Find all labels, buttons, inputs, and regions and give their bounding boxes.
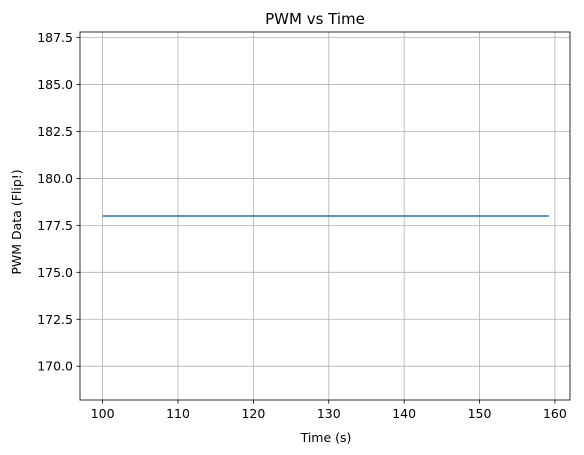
x-tick-label: 130 — [317, 406, 341, 421]
x-tick-label: 160 — [543, 406, 567, 421]
y-tick-label: 170.0 — [37, 359, 73, 374]
y-tick-label: 177.5 — [37, 218, 73, 233]
y-tick-label: 175.0 — [37, 265, 73, 280]
plot-area-frame — [79, 31, 571, 401]
y-tick-label: 185.0 — [37, 77, 73, 92]
x-tick-label: 140 — [392, 406, 416, 421]
y-tick-label: 172.5 — [37, 312, 73, 327]
y-axis-label: PWM Data (Flip!) — [9, 169, 24, 274]
chart-title: PWM vs Time — [265, 10, 365, 28]
x-tick-label: 120 — [241, 406, 265, 421]
x-tick-label: 110 — [166, 406, 190, 421]
x-axis-label: Time (s) — [300, 430, 352, 445]
y-axis-ticks: 170.0 172.5 175.0 177.5 180.0 182.5 185.0 187.5 — [37, 30, 80, 374]
x-axis-ticks: 100 110 120 130 140 150 160 — [91, 400, 567, 421]
y-tick-label: 182.5 — [37, 124, 73, 139]
y-tick-label: 180.0 — [37, 171, 73, 186]
y-tick-label: 187.5 — [37, 30, 73, 45]
x-tick-label: 150 — [468, 406, 492, 421]
x-tick-label: 100 — [91, 406, 115, 421]
